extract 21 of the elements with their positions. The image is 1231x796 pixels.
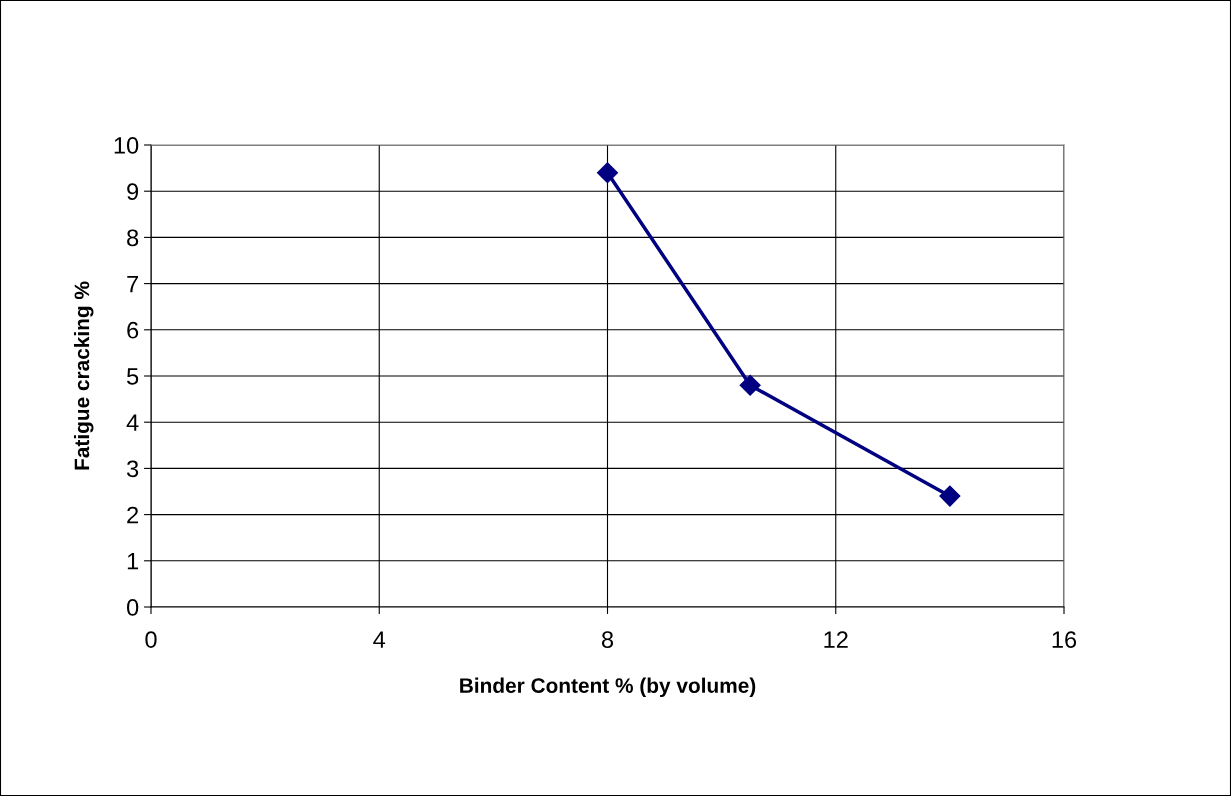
x-tick-label: 16 xyxy=(1052,631,1077,648)
x-tick-label: 8 xyxy=(601,631,614,648)
y-tick-label: 7 xyxy=(127,275,139,293)
y-tick-label: 6 xyxy=(127,321,139,339)
y-tick-label: 9 xyxy=(127,183,139,200)
y-tick-label: 10 xyxy=(114,137,139,154)
y-tick-label: 1 xyxy=(127,553,139,570)
y-tick-label: 3 xyxy=(126,460,139,478)
y-tick-label: 8 xyxy=(127,229,139,247)
x-tick-label: 4 xyxy=(373,631,386,648)
y-tick-label: 5 xyxy=(127,368,139,385)
y-axis-title: Fatigue cracking % xyxy=(73,281,94,470)
x-axis-title: Binder Content % (by volume) xyxy=(460,677,756,698)
point xyxy=(596,162,619,184)
y-tick-label: 2 xyxy=(127,506,139,524)
point xyxy=(739,374,761,396)
x-tick-label: 0 xyxy=(145,631,157,648)
x-tick-label: 12 xyxy=(824,631,848,648)
y-tick-label: 0 xyxy=(126,599,139,616)
point xyxy=(939,485,961,507)
y-tick-label: 4 xyxy=(126,414,139,431)
